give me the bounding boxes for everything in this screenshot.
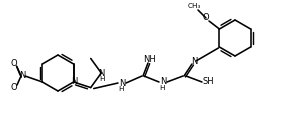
Text: H: H [159, 85, 165, 91]
Text: N: N [160, 77, 166, 86]
Text: O: O [203, 13, 209, 22]
Text: N: N [119, 78, 125, 88]
Text: N: N [19, 72, 25, 81]
Text: N: N [71, 76, 78, 85]
Text: O: O [11, 83, 17, 92]
Text: H: H [118, 86, 124, 92]
Text: SH: SH [202, 77, 214, 86]
Text: NH: NH [144, 54, 156, 64]
Text: N: N [98, 69, 105, 78]
Text: N: N [191, 57, 197, 66]
Text: O: O [11, 60, 17, 68]
Text: H: H [99, 76, 105, 82]
Text: CH₃: CH₃ [187, 3, 201, 9]
